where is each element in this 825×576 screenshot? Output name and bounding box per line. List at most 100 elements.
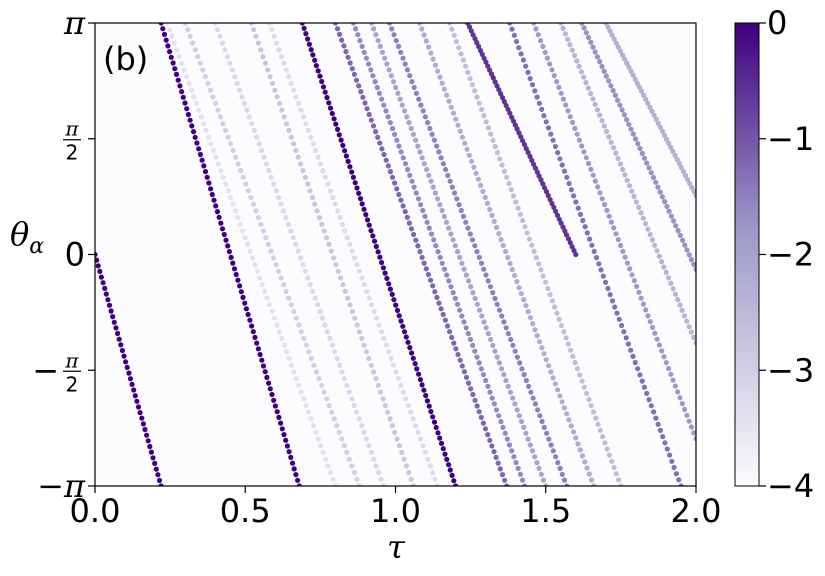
scatter-point [537, 413, 543, 419]
scatter-point [204, 174, 210, 180]
scatter-point [158, 23, 164, 26]
colorbar-tick-label: −3 [767, 351, 814, 389]
scatter-point [322, 174, 328, 180]
scatter-point [333, 121, 339, 127]
scatter-point [338, 275, 344, 281]
scatter-point [637, 372, 643, 378]
scatter-point [439, 207, 445, 214]
scatter-point [337, 362, 343, 368]
scatter-point [364, 288, 370, 294]
scatter-point [553, 454, 559, 460]
scatter-point [349, 169, 355, 175]
scatter-point [436, 300, 442, 306]
scatter-point [286, 295, 292, 301]
scatter-point [457, 307, 463, 313]
scatter-point [354, 409, 360, 415]
scatter-point [434, 294, 440, 300]
scatter-point [305, 275, 311, 281]
scatter-point [326, 100, 332, 106]
scatter-point [662, 199, 668, 205]
scatter-point [520, 138, 526, 144]
scatter-point [158, 483, 164, 486]
scatter-point [527, 76, 533, 82]
scatter-point [475, 176, 481, 182]
scatter-point [409, 79, 415, 85]
scatter-point [330, 476, 336, 482]
scatter-point [515, 465, 521, 471]
scatter-point [424, 398, 430, 404]
scatter-point [253, 208, 259, 214]
scatter-point [447, 329, 453, 335]
scatter-point [232, 208, 238, 214]
scatter-point [636, 84, 643, 90]
scatter-point [428, 178, 434, 184]
scatter-point [334, 26, 341, 32]
scatter-point [376, 322, 382, 328]
y-tick-sign: − [32, 351, 59, 389]
scatter-point [344, 382, 350, 388]
scatter-point [254, 340, 260, 346]
scatter-point [536, 261, 542, 267]
scatter-point [491, 449, 497, 455]
scatter-point [419, 382, 425, 388]
scatter-point [356, 83, 362, 89]
scatter-point [661, 264, 667, 270]
scatter-point [371, 456, 377, 462]
scatter-point [584, 390, 590, 396]
scatter-point [395, 43, 402, 50]
scatter-point [472, 243, 478, 249]
scatter-point [342, 288, 348, 294]
scatter-point [148, 449, 154, 455]
scatter-point [557, 465, 563, 471]
scatter-point [288, 134, 294, 140]
scatter-point [688, 329, 695, 335]
scatter-point [329, 342, 335, 348]
scatter-point [347, 302, 353, 308]
scatter-point [402, 61, 408, 67]
scatter-point [622, 56, 628, 62]
scatter-point [340, 142, 346, 148]
scatter-point [664, 446, 670, 452]
scatter-point [505, 254, 511, 261]
scatter-point [351, 402, 357, 409]
scatter-point [208, 141, 214, 147]
scatter-point [632, 136, 639, 142]
scatter-point [613, 231, 619, 237]
scatter-point [283, 121, 290, 127]
colorbar-tick-label: −2 [767, 236, 814, 274]
scatter-point [606, 78, 612, 84]
scatter-point [536, 339, 543, 345]
scatter-point [654, 248, 660, 254]
scatter-point [478, 414, 484, 420]
scatter-point [468, 386, 474, 392]
scatter-point [505, 383, 511, 389]
scatter-point [586, 471, 592, 477]
scatter-point [630, 353, 636, 359]
scatter-point [534, 333, 540, 339]
scatter-point [574, 58, 580, 64]
scatter-point [344, 235, 350, 241]
scatter-point [111, 319, 117, 325]
scatter-point [248, 23, 254, 26]
scatter-point [272, 87, 278, 93]
scatter-point [563, 102, 569, 108]
scatter-point [534, 94, 540, 100]
scatter-point [352, 180, 358, 186]
scatter-point [516, 413, 522, 419]
scatter-point [291, 369, 297, 375]
scatter-point [512, 401, 518, 407]
scatter-point [137, 410, 143, 416]
scatter-point [665, 275, 672, 281]
scatter-point [493, 407, 500, 413]
scatter-point [564, 483, 570, 486]
scatter-point [214, 209, 220, 215]
scatter-point [283, 215, 289, 221]
scatter-point [644, 160, 650, 166]
scatter-point [351, 71, 357, 77]
scatter-point [346, 389, 352, 395]
scatter-point [677, 395, 683, 401]
scatter-point [606, 134, 612, 140]
scatter-point [400, 389, 406, 395]
scatter-point [247, 248, 253, 254]
scatter-point [511, 454, 517, 460]
